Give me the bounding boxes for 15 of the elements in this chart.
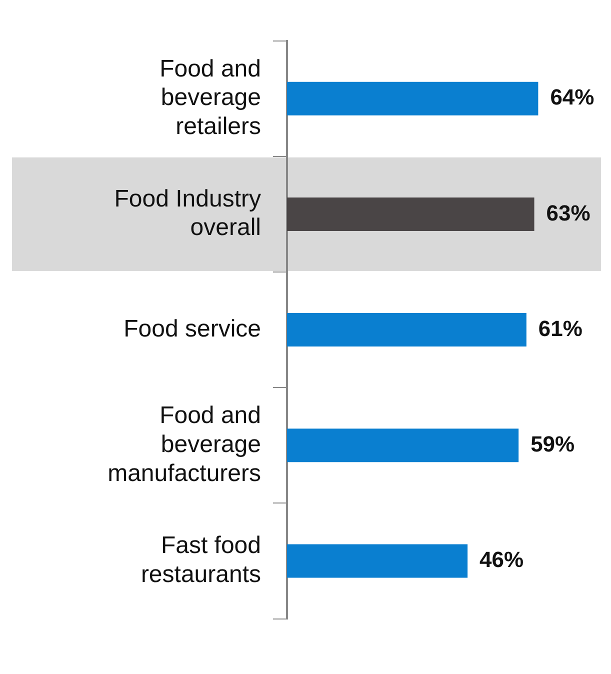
data-label: 64%	[550, 84, 594, 110]
bar	[287, 428, 519, 462]
data-label: 63%	[546, 200, 590, 226]
y-tick-label: Food service	[124, 315, 261, 342]
y-tick-label: Food Industry overall	[114, 185, 261, 242]
data-label: 61%	[538, 316, 582, 341]
y-tick-label: Fast food restaurants	[140, 532, 261, 588]
y-tick-label: Food and beverage retailers	[160, 55, 261, 140]
y-tick-label: Food and beverage manufacturers	[108, 402, 261, 487]
data-label: 59%	[530, 431, 575, 456]
bar	[287, 197, 534, 231]
bar	[287, 82, 538, 116]
bar	[287, 544, 468, 578]
data-label: 46%	[480, 547, 524, 572]
bar	[287, 313, 526, 347]
